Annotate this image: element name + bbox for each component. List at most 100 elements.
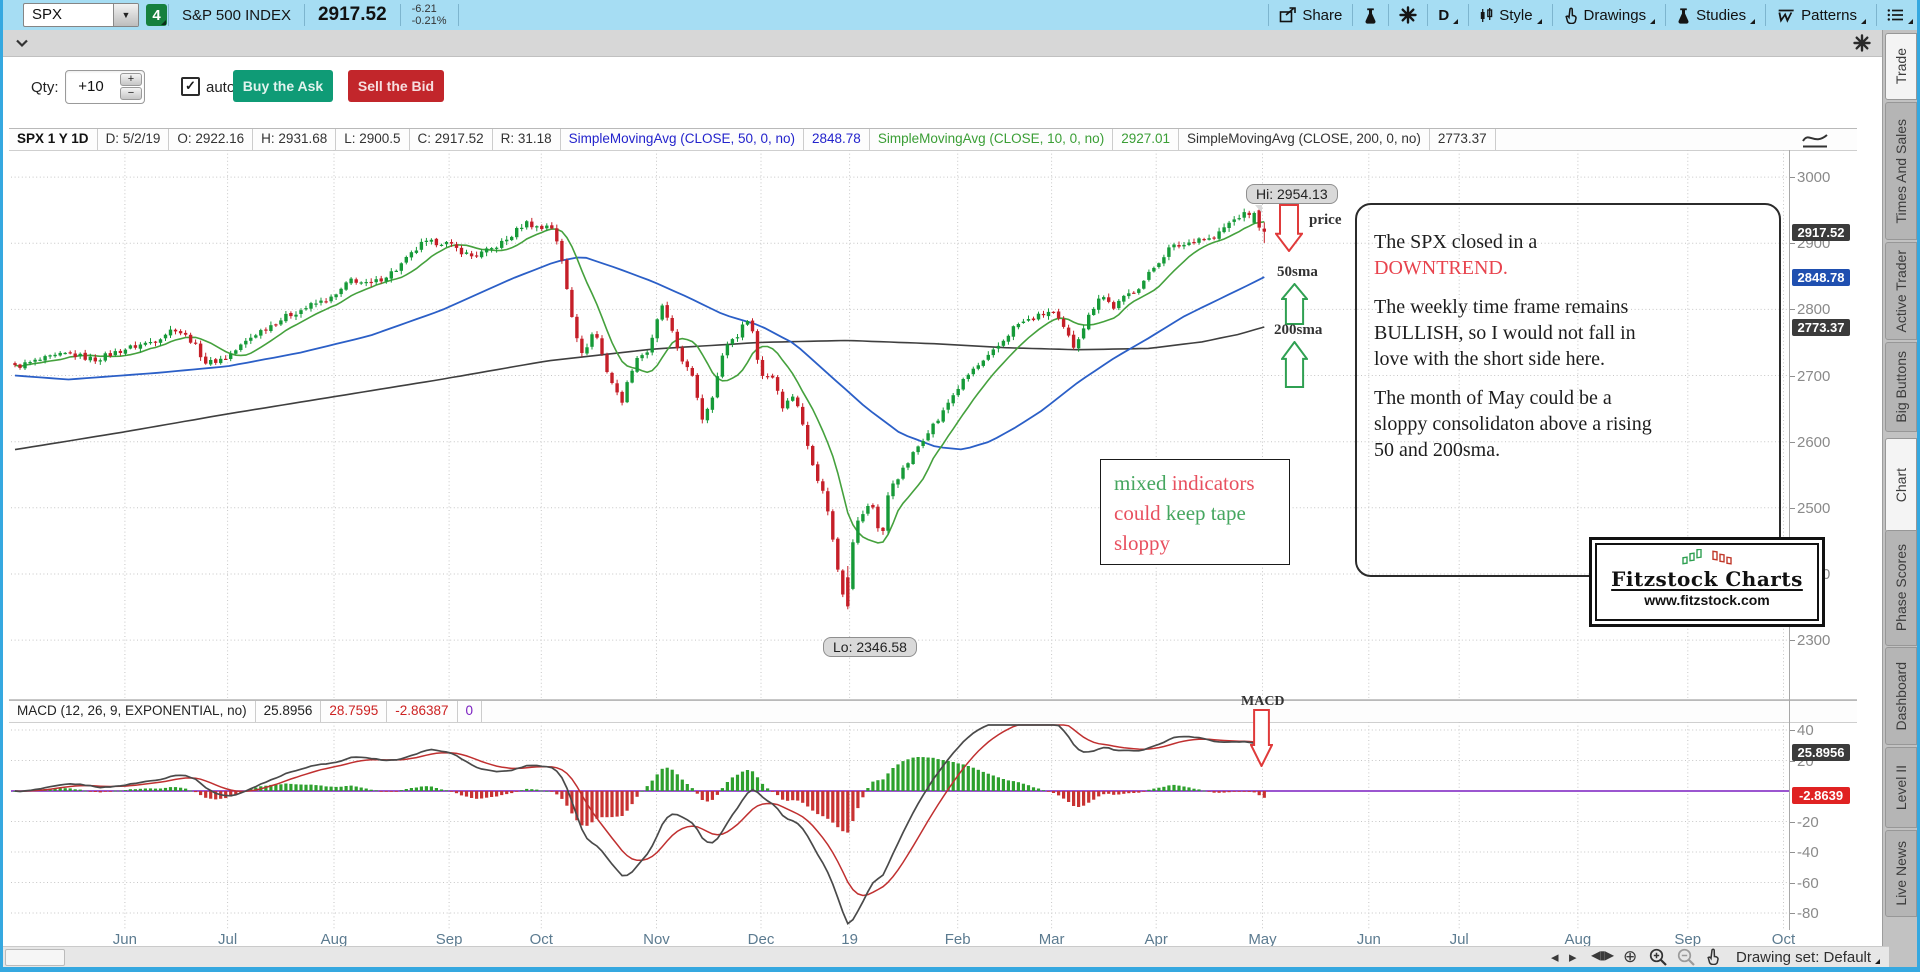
x-axis-month-label: Dec (747, 931, 775, 948)
x-axis-month-label: Apr (1144, 931, 1168, 948)
sidebar-tab-live-news[interactable]: Live News (1885, 830, 1917, 917)
chevron-down-icon[interactable] (15, 39, 29, 48)
macd-header-cell: 25.8956 (256, 701, 322, 722)
change-percent: -0.21% (411, 15, 447, 27)
drawings-menu[interactable]: Drawings (1554, 0, 1665, 30)
symbol-value[interactable]: SPX (32, 6, 63, 23)
logo-title: Fitzstock Charts (1611, 567, 1803, 591)
chart-header-cell: H: 2931.68 (253, 129, 337, 150)
price-down-arrow (1275, 204, 1303, 252)
drawing-set-selector[interactable]: Drawing set: Default (1736, 949, 1872, 966)
interval-label: D (1438, 6, 1450, 24)
chart-header-cell: SimpleMovingAvg (CLOSE, 200, 0, no) (1179, 129, 1430, 150)
sidebar-tab-label: Big Buttons (1893, 351, 1909, 423)
chart-header-cell: SimpleMovingAvg (CLOSE, 10, 0, no) (870, 129, 1114, 150)
note-line (1374, 372, 1779, 385)
qty-increment-button[interactable]: + (120, 73, 142, 86)
auto-send-checkbox[interactable]: ✓ (181, 77, 200, 96)
chart-header-cell: 2773.37 (1430, 129, 1496, 150)
macd-axis-tick (1790, 730, 1795, 731)
zoom-in-icon[interactable] (1649, 948, 1668, 967)
interval-selector[interactable]: D (1429, 0, 1467, 30)
panel-gear-icon[interactable] (1853, 34, 1871, 52)
sidebar-tab-dashboard[interactable]: Dashboard (1885, 647, 1917, 745)
mixed-note-segment: keep tape (1165, 501, 1246, 525)
chart-header-cell: O: 2922.16 (169, 129, 254, 150)
macd-axis-tick (1790, 821, 1795, 823)
sidebar-tab-phase-scores[interactable]: Phase Scores (1885, 530, 1917, 646)
note-line: DOWNTREND. (1374, 257, 1508, 279)
patterns-menu[interactable]: Patterns (1767, 0, 1875, 30)
studies-menu[interactable]: Studies (1667, 0, 1764, 30)
x-axis-month-label: Nov (643, 931, 670, 948)
qty-value[interactable]: +10 (78, 78, 104, 95)
pan-hand-icon[interactable] (1705, 948, 1721, 965)
x-axis-month-label: Sep (435, 931, 463, 948)
symbol-input[interactable]: SPX ▼ (23, 3, 139, 27)
share-button[interactable]: Share (1270, 0, 1351, 30)
note-line: The SPX closed in a (1374, 231, 1538, 253)
macd-chart[interactable] (11, 722, 1789, 930)
mixed-note-segment: indicators (1171, 471, 1255, 495)
zoom-out-icon[interactable] (1677, 948, 1696, 967)
dropdown-corner-icon (1875, 959, 1880, 964)
studies-label: Studies (1696, 6, 1747, 24)
price-axis-badge: 2917.52 (1792, 223, 1850, 241)
price-axis-tick (1790, 507, 1795, 509)
style-menu[interactable]: Style (1470, 0, 1550, 30)
mixed-note-segment: could (1114, 501, 1166, 525)
trade-panel-collapse-bar (3, 30, 1889, 57)
x-axis-month-label: Jun (112, 931, 137, 948)
sidebar-tab-big-buttons[interactable]: Big Buttons (1885, 342, 1917, 432)
sma50-up-arrow (1281, 283, 1308, 325)
link-badge[interactable]: 4 (146, 4, 167, 26)
chart-menu-button[interactable] (1878, 0, 1917, 30)
crosshair-icon[interactable]: ⊕ (1623, 947, 1638, 966)
sidebar-tab-label: Times And Sales (1893, 118, 1909, 224)
x-axis-month-label: Jul (218, 931, 238, 948)
mixed-note-segment: mixed (1114, 471, 1172, 495)
price-axis-tick-label: 3000 (1797, 169, 1831, 187)
scroll-left-icon[interactable]: ◂ (1551, 949, 1559, 966)
analyze-button[interactable] (1354, 0, 1387, 30)
mixed-indicators-note-box: mixed indicators could keep tape sloppy (1100, 459, 1290, 565)
chart-header-cell: 2927.01 (1113, 129, 1179, 150)
symbol-dropdown-button[interactable]: ▼ (113, 4, 138, 26)
buy-the-ask-button[interactable]: Buy the Ask (233, 70, 333, 102)
flask-icon (1365, 7, 1376, 24)
price-scale-icon[interactable] (1801, 130, 1829, 149)
price-axis-tick-label: 2800 (1797, 301, 1831, 319)
macd-down-arrow (1250, 709, 1273, 767)
price-arrow-label: price (1309, 212, 1342, 228)
qty-decrement-button[interactable]: − (120, 87, 142, 100)
flask-icon (1678, 7, 1689, 24)
price-axis-tick (1790, 441, 1795, 443)
macd-header-cell: 0 (458, 701, 483, 722)
symbol-description: S&P 500 INDEX (182, 6, 291, 24)
price-chart[interactable] (11, 150, 1789, 698)
sidebar-tab-times-and-sales[interactable]: Times And Sales (1885, 102, 1917, 240)
mixed-note-segment: sloppy (1114, 531, 1171, 555)
sma200-arrow-label: 200sma (1274, 322, 1323, 338)
panel-resize-divider[interactable] (9, 699, 1857, 700)
pan-expand-icon[interactable]: ◀▮▶ (1591, 948, 1614, 962)
sell-the-bid-button[interactable]: Sell the Bid (348, 70, 444, 102)
x-axis-month-label: May (1248, 931, 1277, 948)
settings-button[interactable] (1390, 0, 1426, 30)
macd-arrow-label: MACD (1241, 694, 1285, 709)
sidebar-tab-trade[interactable]: Trade (1885, 33, 1917, 100)
sidebar-tab-active-trader[interactable]: Active Trader (1885, 242, 1917, 340)
sidebar-tab-level-ii[interactable]: Level II (1885, 747, 1917, 828)
note-line: 50 and 200sma. (1374, 439, 1501, 461)
macd-axis-tick-label: 40 (1797, 722, 1814, 739)
sidebar-tab-chart[interactable]: Chart (1885, 438, 1917, 532)
scroll-right-icon[interactable]: ▸ (1569, 949, 1577, 966)
quantity-stepper[interactable]: +10 + − (65, 70, 145, 104)
macd-header-cell: MACD (12, 26, 9, EXPONENTIAL, no) (9, 701, 256, 722)
hi-tooltip-pointer (1255, 205, 1262, 213)
chart-toolbar: SPX ▼ 4 S&P 500 INDEX 2917.52 -6.21 -0.2… (3, 0, 1917, 31)
note-line: The month of May could be a (1374, 387, 1612, 409)
scrollbar-thumb[interactable] (5, 949, 65, 966)
note-line (1374, 281, 1779, 294)
